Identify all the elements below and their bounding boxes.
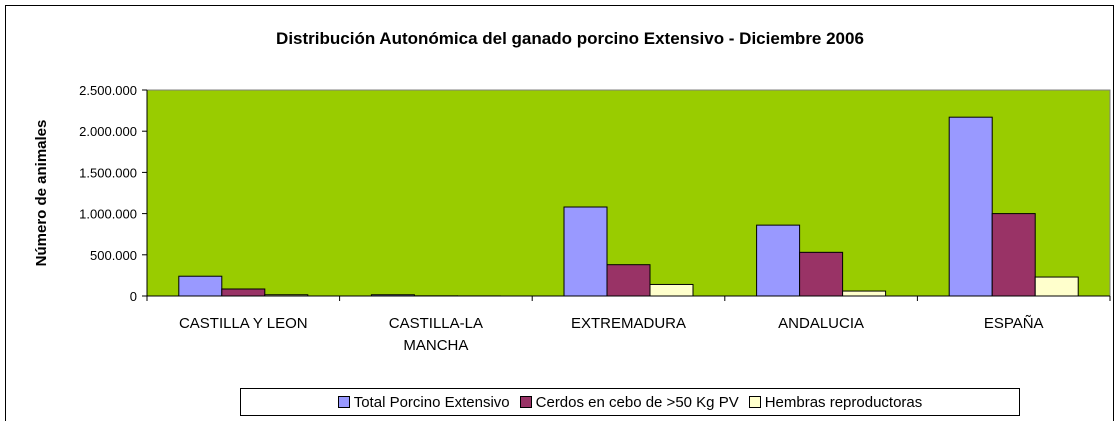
y-tick-label: 500.000 bbox=[90, 248, 137, 263]
x-tick-label: CASTILLA Y LEON bbox=[178, 315, 308, 332]
legend-swatch bbox=[337, 396, 350, 408]
legend: Total Porcino Extensivo Cerdos en cebo de… bbox=[240, 388, 1020, 416]
x-tick-label: EXTREMADURA bbox=[570, 315, 686, 332]
chart-border bbox=[5, 5, 1114, 421]
legend-label: Total Porcino Extensivo bbox=[353, 393, 510, 411]
bar bbox=[842, 290, 887, 297]
bar bbox=[756, 224, 801, 297]
y-tick-label: 1.000.000 bbox=[79, 207, 137, 222]
x-tick-label: ESPAÑA bbox=[983, 315, 1044, 332]
legend-item: Cerdos en cebo de >50 Kg PV bbox=[519, 393, 739, 411]
bar bbox=[221, 288, 266, 297]
legend-item: Hembras reproductoras bbox=[748, 393, 923, 411]
bar bbox=[649, 283, 694, 297]
bar bbox=[991, 213, 1036, 297]
bar bbox=[1034, 276, 1079, 297]
bar bbox=[799, 251, 844, 297]
bar bbox=[264, 294, 309, 297]
chart-title: Distribución Autonómica del ganado porci… bbox=[276, 29, 864, 48]
bar bbox=[606, 264, 651, 297]
legend-swatch bbox=[748, 396, 761, 408]
y-tick-label: 0 bbox=[130, 289, 137, 304]
legend-item: Total Porcino Extensivo bbox=[337, 393, 510, 411]
y-tick-label: 1.500.000 bbox=[79, 165, 137, 180]
x-tick-label: CASTILLA-LA MANCHA bbox=[388, 315, 483, 354]
bar bbox=[370, 294, 415, 297]
legend-label: Hembras reproductoras bbox=[764, 393, 923, 411]
bar bbox=[948, 116, 993, 297]
y-tick-label: 2.500.000 bbox=[79, 83, 137, 98]
bar bbox=[178, 275, 223, 297]
legend-label: Cerdos en cebo de >50 Kg PV bbox=[535, 393, 739, 411]
legend-swatch bbox=[519, 396, 532, 408]
y-axis-label: Número de animales bbox=[33, 120, 50, 267]
bar bbox=[563, 206, 608, 297]
y-tick-label: 2.000.000 bbox=[79, 124, 137, 139]
x-tick-label: ANDALUCIA bbox=[778, 315, 865, 332]
